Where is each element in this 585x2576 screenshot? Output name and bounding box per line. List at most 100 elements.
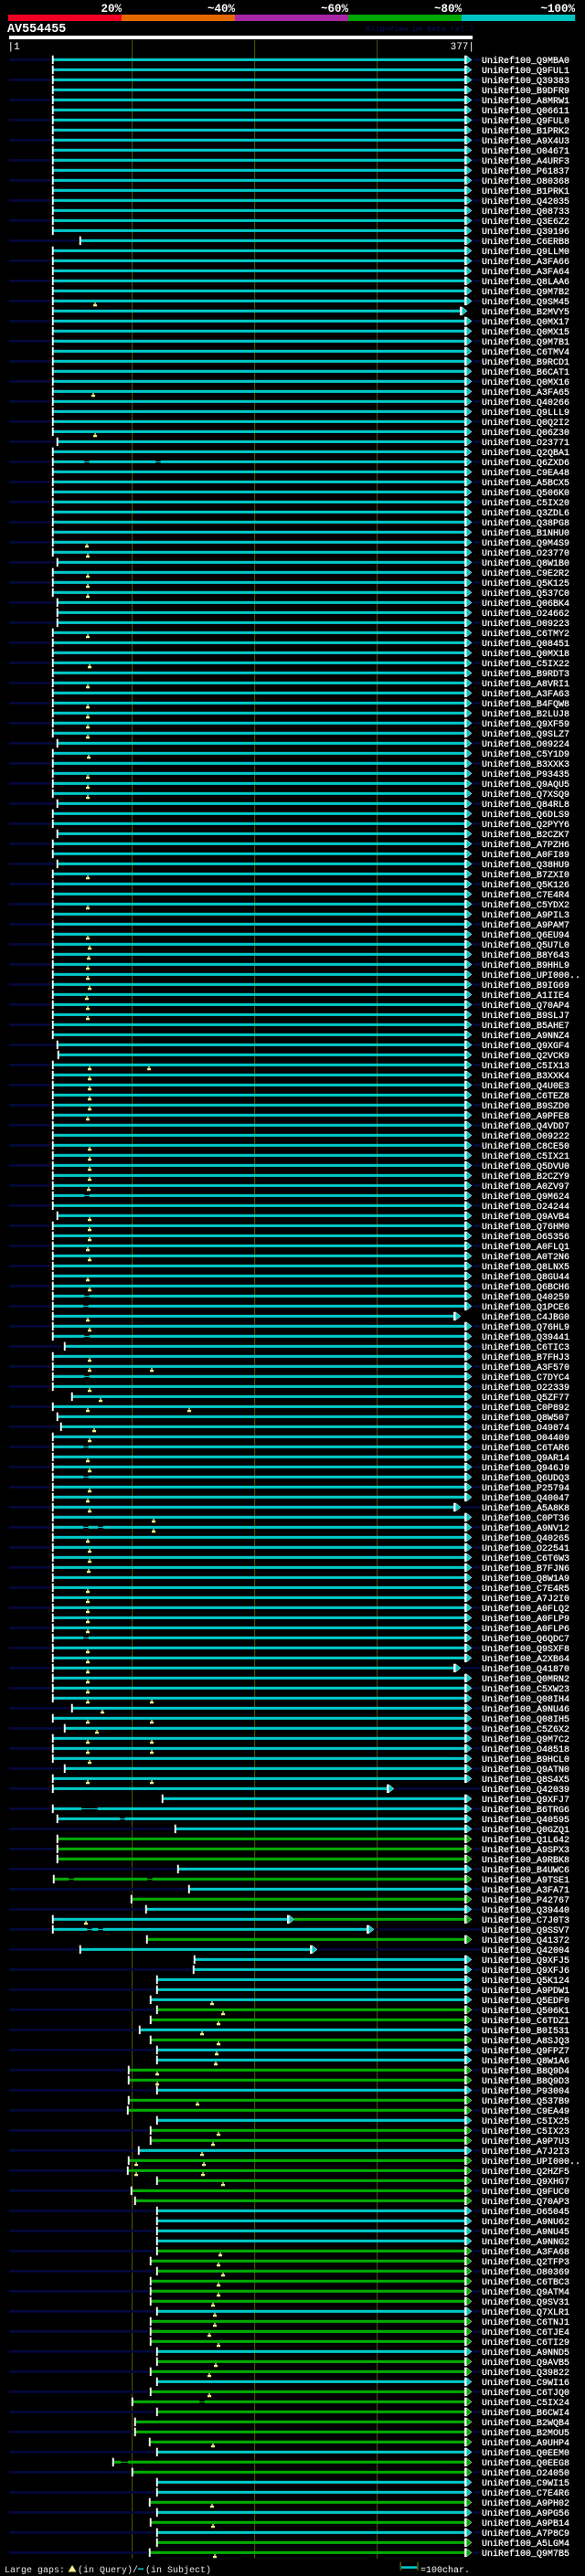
svg-text:UniRef100_A9NNZ4: UniRef100_A9NNZ4 xyxy=(482,1031,569,1042)
svg-text:UniRef100_C8CE50: UniRef100_C8CE50 xyxy=(482,1141,569,1152)
svg-text:UniRef100_C5IX23: UniRef100_C5IX23 xyxy=(482,2126,569,2137)
svg-text:UniRef100_Q0MX15: UniRef100_Q0MX15 xyxy=(482,327,569,338)
svg-text:UniRef100_C7J0T3: UniRef100_C7J0T3 xyxy=(482,1915,569,1926)
svg-text:UniRef100_A2XB64: UniRef100_A2XB64 xyxy=(482,1654,569,1665)
svg-text:UniRef100_Q38PG8: UniRef100_Q38PG8 xyxy=(482,518,569,529)
svg-text:UniRef100_Q6UDQ3: UniRef100_Q6UDQ3 xyxy=(482,1473,569,1484)
svg-text:UniRef100_C9WI15: UniRef100_C9WI15 xyxy=(482,2478,569,2489)
svg-text:UniRef100_Q0MX18: UniRef100_Q0MX18 xyxy=(482,649,569,660)
svg-text:20%: 20% xyxy=(101,3,122,16)
svg-text:UniRef100_A9NU62: UniRef100_A9NU62 xyxy=(482,2217,569,2228)
svg-text:UniRef100_Q6EU94: UniRef100_Q6EU94 xyxy=(482,930,569,941)
svg-text:UniRef100_C5IX21: UniRef100_C5IX21 xyxy=(482,1151,569,1162)
svg-text:UniRef100_A7J2I0: UniRef100_A7J2I0 xyxy=(482,1594,569,1605)
svg-text:UniRef100_A4URF3: UniRef100_A4URF3 xyxy=(482,156,569,167)
svg-text:UniRef100_Q39196: UniRef100_Q39196 xyxy=(482,227,569,238)
svg-text:UniRef100_B2LUJ8: UniRef100_B2LUJ8 xyxy=(482,709,569,720)
svg-text:~60%: ~60% xyxy=(321,3,349,16)
svg-text:UniRef100_Q9M7B5: UniRef100_Q9M7B5 xyxy=(482,2549,569,2560)
svg-text:UniRef100_O23770: UniRef100_O23770 xyxy=(482,548,569,559)
svg-text:UniRef100_Q8LAA6: UniRef100_Q8LAA6 xyxy=(482,277,569,288)
svg-text:UniRef100_Q9MBA0: UniRef100_Q9MBA0 xyxy=(482,56,569,67)
svg-text:UniRef100_Q39383: UniRef100_Q39383 xyxy=(482,76,569,87)
svg-text:UniRef100_C5Z6X2: UniRef100_C5Z6X2 xyxy=(482,1724,569,1735)
svg-text:UniRef100_A9UHP4: UniRef100_A9UHP4 xyxy=(482,2438,569,2449)
svg-text:UniRef100_C7E4R4: UniRef100_C7E4R4 xyxy=(482,890,569,901)
svg-text:UniRef100_Q9SV31: UniRef100_Q9SV31 xyxy=(482,2297,569,2308)
svg-text:UniRef100_UPI000..: UniRef100_UPI000.. xyxy=(482,970,580,981)
svg-text:UniRef100_A9RBK8: UniRef100_A9RBK8 xyxy=(482,1855,569,1866)
svg-text:UniRef100_C9E2R2: UniRef100_C9E2R2 xyxy=(482,568,569,579)
svg-text:Large gaps:: Large gaps: xyxy=(5,2566,65,2576)
svg-text:UniRef100_O24050: UniRef100_O24050 xyxy=(482,2468,569,2479)
svg-text:UniRef100_C0P892: UniRef100_C0P892 xyxy=(482,1403,569,1414)
svg-text:UniRef100_Q9AVB5: UniRef100_Q9AVB5 xyxy=(482,2358,569,2369)
svg-text:UniRef100_Q946J9: UniRef100_Q946J9 xyxy=(482,1463,569,1474)
svg-text:UniRef100_O23771: UniRef100_O23771 xyxy=(482,438,569,449)
svg-text:UniRef100_B1NHU0: UniRef100_B1NHU0 xyxy=(482,528,569,539)
svg-text:UniRef100_C6TEZ8: UniRef100_C6TEZ8 xyxy=(482,1091,569,1102)
svg-text:UniRef100_B5AHE7: UniRef100_B5AHE7 xyxy=(482,1021,569,1032)
svg-text:UniRef100_B0I531: UniRef100_B0I531 xyxy=(482,2026,569,2037)
svg-text:UniRef100_A0FI89: UniRef100_A0FI89 xyxy=(482,850,569,861)
svg-text:UniRef100_A8SJQ3: UniRef100_A8SJQ3 xyxy=(482,2036,569,2047)
svg-text:UniRef100_Q08451: UniRef100_Q08451 xyxy=(482,639,569,650)
svg-text:UniRef100_C9EA48: UniRef100_C9EA48 xyxy=(482,468,569,479)
svg-text:UniRef100_B2MVY5: UniRef100_B2MVY5 xyxy=(482,307,569,318)
svg-text:AlignView.pm Beta rel.7: AlignView.pm Beta rel.7 xyxy=(366,25,474,34)
svg-text:UniRef100_C6TAR6: UniRef100_C6TAR6 xyxy=(482,1443,569,1454)
svg-text:UniRef100_Q06BK4: UniRef100_Q06BK4 xyxy=(482,599,569,610)
svg-text:UniRef100_A3FA68: UniRef100_A3FA68 xyxy=(482,2247,569,2258)
svg-text:|1: |1 xyxy=(8,42,21,53)
svg-text:UniRef100_B9HHL9: UniRef100_B9HHL9 xyxy=(482,960,569,971)
svg-text:UniRef100_A9NU46: UniRef100_A9NU46 xyxy=(482,1704,569,1715)
svg-text:UniRef100_B2CZY9: UniRef100_B2CZY9 xyxy=(482,1171,569,1182)
svg-text:UniRef100_A9PH02: UniRef100_A9PH02 xyxy=(482,2498,569,2509)
svg-text:UniRef100_B2MOU5: UniRef100_B2MOU5 xyxy=(482,2428,569,2439)
svg-text:UniRef100_C5Y1D9: UniRef100_C5Y1D9 xyxy=(482,749,569,760)
svg-text:UniRef100_B1PRK2: UniRef100_B1PRK2 xyxy=(482,126,569,137)
svg-text:UniRef100_Q0MX17: UniRef100_Q0MX17 xyxy=(482,317,569,328)
svg-text:UniRef100_C6T6W3: UniRef100_C6T6W3 xyxy=(482,1553,569,1564)
svg-text:UniRef100_O04671: UniRef100_O04671 xyxy=(482,146,569,157)
svg-text:(in Query)/: (in Query)/ xyxy=(78,2565,138,2576)
svg-text:UniRef100_Q9FUL1: UniRef100_Q9FUL1 xyxy=(482,66,569,77)
svg-text:UniRef100_B4UWC6: UniRef100_B4UWC6 xyxy=(482,1865,569,1876)
svg-text:UniRef100_O49874: UniRef100_O49874 xyxy=(482,1423,569,1434)
svg-text:UniRef100_A3FA64: UniRef100_A3FA64 xyxy=(482,267,569,278)
svg-text:UniRef100_A0ZV97: UniRef100_A0ZV97 xyxy=(482,1182,569,1193)
svg-text:UniRef100_B9HCL0: UniRef100_B9HCL0 xyxy=(482,1754,569,1765)
svg-text:UniRef100_O24662: UniRef100_O24662 xyxy=(482,609,569,620)
svg-text:UniRef100_A0FLQ2: UniRef100_A0FLQ2 xyxy=(482,1604,569,1615)
svg-text:UniRef100_Q9AR14: UniRef100_Q9AR14 xyxy=(482,1453,569,1464)
svg-text:UniRef100_Q0EEG8: UniRef100_Q0EEG8 xyxy=(482,2458,569,2469)
svg-text:UniRef100_A9PFE8: UniRef100_A9PFE8 xyxy=(482,1111,569,1122)
svg-text:UniRef100_Q70AP3: UniRef100_Q70AP3 xyxy=(482,2197,569,2208)
svg-text:UniRef100_Q5K125: UniRef100_Q5K125 xyxy=(482,578,569,589)
svg-text:UniRef100_A0FLP6: UniRef100_A0FLP6 xyxy=(482,1624,569,1635)
svg-text:UniRef100_Q537B9: UniRef100_Q537B9 xyxy=(482,2096,569,2107)
svg-text:UniRef100_Q8S4X5: UniRef100_Q8S4X5 xyxy=(482,1775,569,1786)
svg-text:UniRef100_B2CZK7: UniRef100_B2CZK7 xyxy=(482,830,569,841)
svg-text:UniRef100_Q8W1B0: UniRef100_Q8W1B0 xyxy=(482,558,569,569)
svg-text:UniRef100_B6CAT1: UniRef100_B6CAT1 xyxy=(482,367,569,378)
svg-text:UniRef100_Q2HZF5: UniRef100_Q2HZF5 xyxy=(482,2167,569,2178)
svg-text:UniRef100_A3FA65: UniRef100_A3FA65 xyxy=(482,387,569,398)
svg-text:UniRef100_Q7XSQ9: UniRef100_Q7XSQ9 xyxy=(482,790,569,800)
svg-text:UniRef100_A3FA66: UniRef100_A3FA66 xyxy=(482,257,569,268)
svg-text:UniRef100_B9RDT3: UniRef100_B9RDT3 xyxy=(482,669,569,680)
svg-text:UniRef100_Q9FUC0: UniRef100_Q9FUC0 xyxy=(482,2187,569,2198)
svg-text:UniRef100_C7DYC4: UniRef100_C7DYC4 xyxy=(482,1373,569,1383)
svg-text:UniRef100_Q41870: UniRef100_Q41870 xyxy=(482,1664,569,1675)
svg-text:UniRef100_C7E4R5: UniRef100_C7E4R5 xyxy=(482,1584,569,1595)
svg-text:UniRef100_Q5K124: UniRef100_Q5K124 xyxy=(482,1976,569,1987)
svg-text:UniRef100_Q537C0: UniRef100_Q537C0 xyxy=(482,588,569,599)
svg-text:UniRef100_Q6BCH6: UniRef100_Q6BCH6 xyxy=(482,1282,569,1293)
svg-text:UniRef100_A9NND5: UniRef100_A9NND5 xyxy=(482,2348,569,2359)
svg-text:UniRef100_Q40259: UniRef100_Q40259 xyxy=(482,1292,569,1303)
svg-text:UniRef100_Q40266: UniRef100_Q40266 xyxy=(482,398,569,408)
svg-text:UniRef100_Q9SLZ7: UniRef100_Q9SLZ7 xyxy=(482,729,569,740)
svg-text:UniRef100_A3FA63: UniRef100_A3FA63 xyxy=(482,689,569,700)
svg-text:UniRef100_Q9XFJ7: UniRef100_Q9XFJ7 xyxy=(482,1795,569,1806)
svg-text:UniRef100_A5BCX5: UniRef100_A5BCX5 xyxy=(482,478,569,489)
